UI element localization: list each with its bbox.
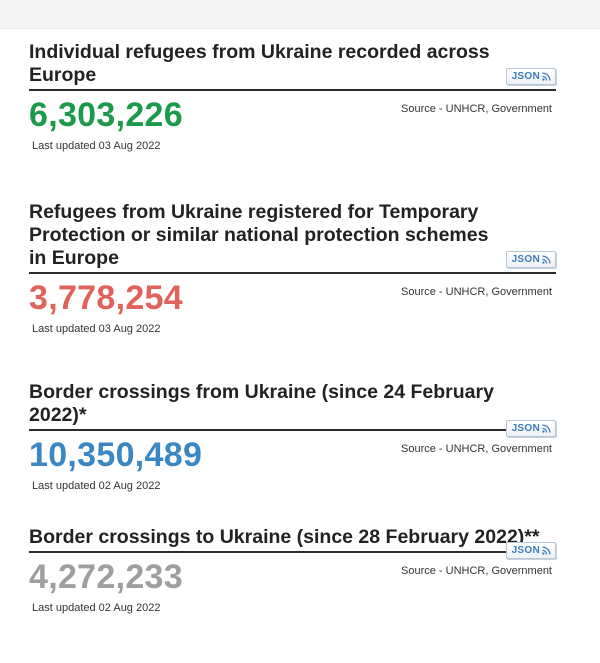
last-updated-text: Last updated 03 Aug 2022	[32, 140, 161, 152]
stat-panel-border-crossings-to: Border crossings to Ukraine (since 28 Fe…	[29, 526, 556, 619]
stat-value: 10,350,489	[29, 436, 203, 474]
panel-header: Refugees from Ukraine registered for Tem…	[29, 201, 556, 270]
last-updated-text: Last updated 02 Aug 2022	[32, 602, 161, 614]
json-button-label: JSON	[511, 423, 540, 434]
json-button-label: JSON	[511, 71, 540, 82]
json-feed-button[interactable]: JSON	[505, 251, 556, 268]
source-text: Source - UNHCR, Government	[401, 443, 552, 455]
json-feed-button[interactable]: JSON	[505, 420, 556, 437]
panel-title: Border crossings from Ukraine (since 24 …	[29, 381, 494, 426]
source-text: Source - UNHCR, Government	[401, 286, 552, 298]
stat-value: 6,303,226	[29, 96, 183, 134]
stat-panel-border-crossings-from: Border crossings from Ukraine (since 24 …	[29, 381, 556, 497]
stat-row: 6,303,226 Source - UNHCR, Government Las…	[29, 91, 556, 157]
rss-feed-icon	[542, 424, 551, 433]
stat-row: 10,350,489 Source - UNHCR, Government La…	[29, 431, 556, 497]
stat-value: 3,778,254	[29, 279, 183, 317]
rss-feed-icon	[542, 255, 551, 264]
panel-header: Individual refugees from Ukraine recorde…	[29, 41, 556, 87]
panel-divider	[29, 89, 556, 91]
last-updated-text: Last updated 02 Aug 2022	[32, 480, 161, 492]
json-feed-button[interactable]: JSON	[505, 542, 556, 559]
panel-title: Refugees from Ukraine registered for Tem…	[29, 201, 489, 269]
stat-value: 4,272,233	[29, 558, 183, 596]
panel-title: Border crossings to Ukraine (since 28 Fe…	[29, 526, 540, 548]
browser-top-strip	[0, 0, 600, 29]
json-button-label: JSON	[511, 545, 540, 556]
stat-panel-individual-refugees: Individual refugees from Ukraine recorde…	[29, 41, 556, 157]
last-updated-text: Last updated 03 Aug 2022	[32, 323, 161, 335]
source-text: Source - UNHCR, Government	[401, 565, 552, 577]
json-button-label: JSON	[511, 254, 540, 265]
panel-title: Individual refugees from Ukraine recorde…	[29, 41, 490, 86]
stat-row: 4,272,233 Source - UNHCR, Government Las…	[29, 553, 556, 619]
panel-divider	[29, 551, 556, 553]
stat-panel-temporary-protection: Refugees from Ukraine registered for Tem…	[29, 201, 556, 340]
stat-row: 3,778,254 Source - UNHCR, Government Las…	[29, 274, 556, 340]
rss-feed-icon	[542, 72, 551, 81]
json-feed-button[interactable]: JSON	[505, 68, 556, 85]
panel-header: Border crossings from Ukraine (since 24 …	[29, 381, 556, 437]
panel-divider	[29, 429, 556, 431]
panel-header: Border crossings to Ukraine (since 28 Fe…	[29, 526, 556, 559]
panel-divider	[29, 272, 556, 274]
source-text: Source - UNHCR, Government	[401, 103, 552, 115]
rss-feed-icon	[542, 546, 551, 555]
